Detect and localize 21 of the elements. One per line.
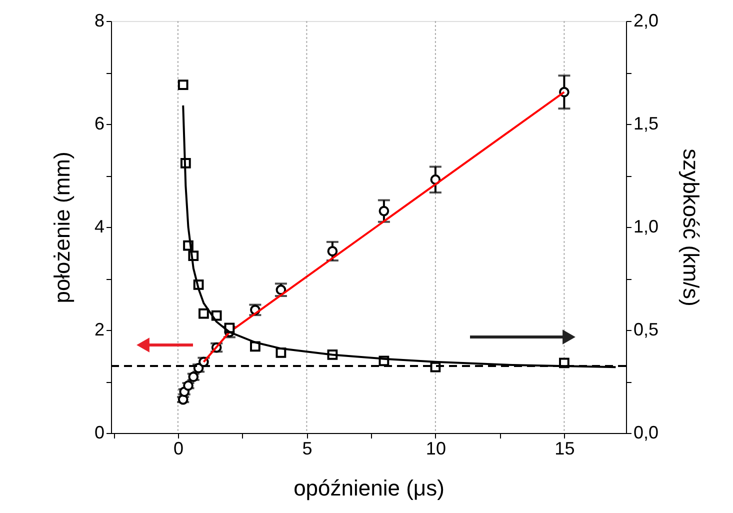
point <box>327 246 338 256</box>
y2-tick-label: 1,0 <box>634 216 659 236</box>
x-tick-label: 15 <box>554 438 575 458</box>
y-tick-label: 0 <box>94 422 104 442</box>
x-tick-label: 0 <box>173 438 184 458</box>
y2-tick-label: 0,5 <box>634 320 659 340</box>
y-axis-title: położenie (mm) <box>49 152 74 304</box>
y-tick-label: 2 <box>94 320 104 340</box>
y-tick-label: 6 <box>94 114 104 134</box>
x-tick-label: 10 <box>426 438 446 458</box>
y2-tick-label: 1,5 <box>634 114 659 134</box>
y2-axis-title: szybkość (km/s) <box>678 148 704 306</box>
x-axis-title: opóźnienie (μs) <box>294 476 444 500</box>
point <box>198 308 209 319</box>
y2-tick-label: 2,0 <box>634 10 659 30</box>
y-tick-label: 4 <box>94 216 104 236</box>
point <box>178 80 188 90</box>
x-tick-label: 5 <box>302 438 312 458</box>
point <box>378 206 390 216</box>
y-tick-label: 8 <box>94 10 104 30</box>
y2-tick-label: 0,0 <box>634 422 659 442</box>
